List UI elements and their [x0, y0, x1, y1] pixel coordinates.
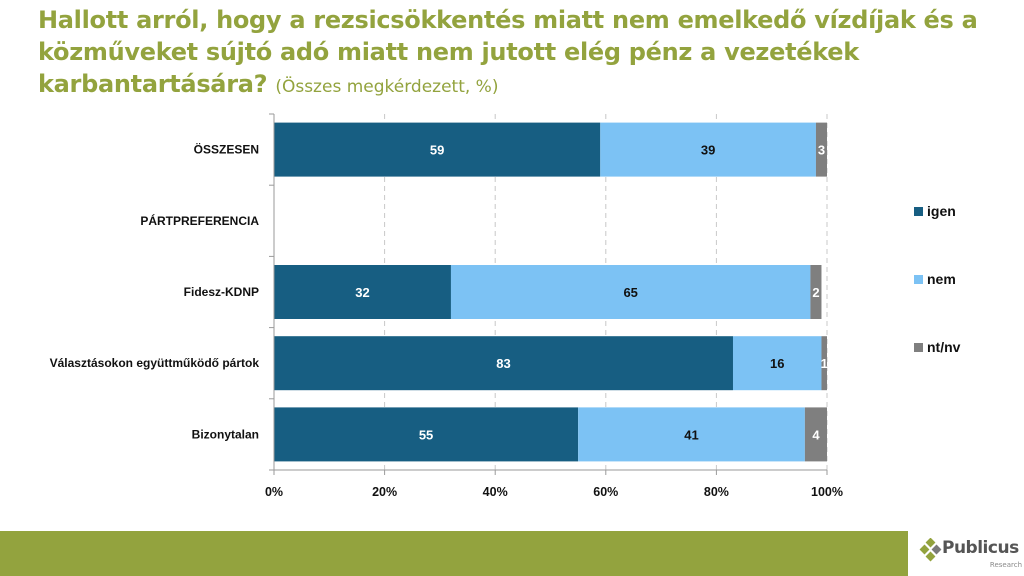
legend-label: igen: [927, 203, 956, 219]
legend-swatch: [914, 275, 923, 284]
x-tick-label: 100%: [811, 485, 843, 499]
bar-segment-igen: [274, 122, 601, 177]
title-subtitle: (Összes megkérdezett, %): [275, 77, 499, 97]
legend-swatch: [914, 343, 923, 352]
data-label: 16: [770, 356, 784, 371]
data-label: 59: [430, 143, 444, 158]
x-tick-label: 40%: [483, 485, 508, 499]
bar-segment-nem: [578, 407, 805, 462]
x-tick-labels: 0% 20% 40% 60% 80% 100%: [265, 485, 843, 499]
category-label: Választásokon együttműködő pártok: [50, 356, 260, 370]
bar-segment-ntnv: [815, 122, 827, 177]
data-label: 65: [623, 285, 637, 300]
bar-segment-igen: [274, 336, 733, 391]
bar-segment-nem: [732, 336, 822, 391]
data-label: 4: [812, 427, 820, 442]
legend-label: nt/nv: [927, 339, 961, 355]
title-main: Hallott arról, hogy a rezsicsökkentés mi…: [38, 6, 978, 98]
category-label: Fidesz-KDNP: [184, 285, 259, 299]
category-labels: ÖSSZESEN PÁRTPREFERENCIA Fidesz-KDNP Válasz…: [50, 142, 260, 442]
x-tick-label: 80%: [704, 485, 729, 499]
logo-name: Publicus: [942, 538, 1019, 558]
axes: [269, 113, 828, 475]
category-label: Bizonytalan: [192, 427, 259, 441]
stacked-bar-chart: 59 39 3 32 65 2 83 16 1 55 41 4 ÖSSZESEN PÁRTPREFERE…: [50, 113, 961, 499]
x-tick-label: 20%: [372, 485, 397, 499]
data-label: 83: [496, 356, 510, 371]
legend-swatch: [914, 207, 923, 216]
chart-title: Hallott arról, hogy a rezsicsökkentés mi…: [38, 4, 1008, 103]
footer-bar: [0, 531, 908, 576]
bars: 59 39 3 32 65 2 83 16 1 55 41 4: [274, 122, 828, 462]
bar-segment-nem: [450, 265, 811, 319]
logo-tagline: Research: [989, 561, 1022, 569]
bar-segment-ntnv: [810, 265, 822, 319]
logo-diamonds-icon: [919, 538, 942, 562]
bar-segment-nem: [600, 122, 816, 177]
data-label: 1: [821, 356, 828, 371]
x-tick-label: 0%: [265, 485, 283, 499]
data-label: 3: [818, 143, 825, 158]
legend: igen nem nt/nv: [914, 203, 961, 355]
data-label: 39: [701, 143, 715, 158]
category-label: PÁRTPREFERENCIA: [140, 213, 259, 228]
bar-segment-ntnv: [804, 407, 827, 462]
data-label: 2: [812, 285, 819, 300]
category-label: ÖSSZESEN: [194, 142, 259, 157]
bar-segment-igen: [274, 407, 579, 462]
publicus-logo: Publicus Research: [916, 536, 1024, 574]
x-tick-label: 60%: [593, 485, 618, 499]
legend-label: nem: [927, 271, 956, 287]
bar-segment-ntnv: [821, 336, 827, 391]
data-label: 32: [355, 285, 369, 300]
data-label: 55: [419, 427, 433, 442]
bar-segment-igen: [274, 265, 451, 319]
data-label: 41: [684, 427, 698, 442]
